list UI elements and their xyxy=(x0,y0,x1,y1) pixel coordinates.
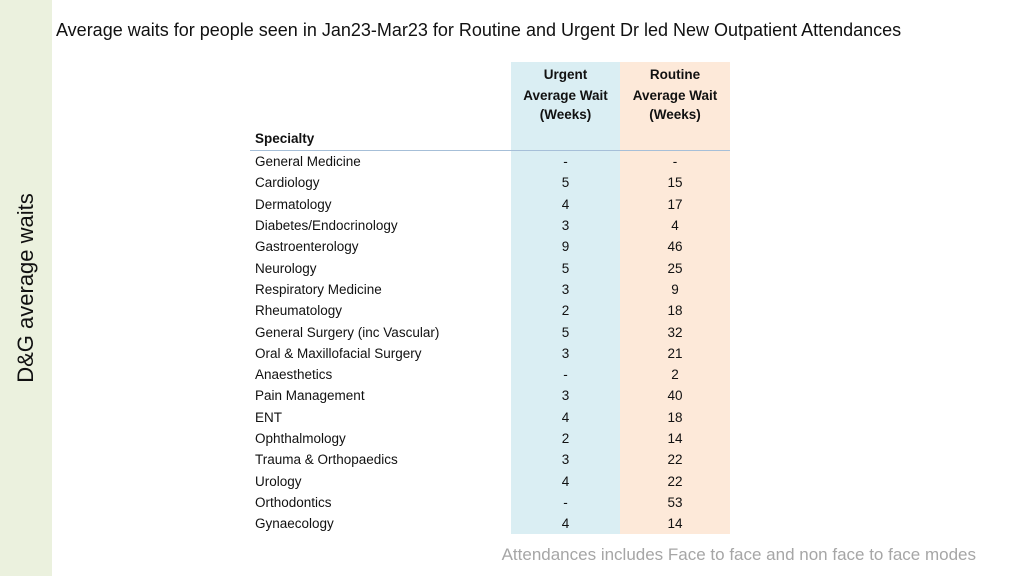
specialty-cell: ENT xyxy=(255,409,282,425)
table-row: Oral & Maxillofacial Surgery 3 21 xyxy=(250,342,730,364)
urgent-wait-cell: - xyxy=(511,150,620,173)
side-title: D&G average waits xyxy=(13,193,38,383)
specialty-cell: Cardiology xyxy=(255,175,320,191)
specialty-cell: Pain Management xyxy=(255,388,365,404)
urgent-wait-cell: 4 xyxy=(511,193,620,215)
specialty-cell: Anaesthetics xyxy=(255,367,333,383)
group-header-row: Urgent Routine xyxy=(250,62,730,86)
routine-wait-cell: 14 xyxy=(620,513,730,535)
urgent-wait-cell: - xyxy=(511,491,620,514)
specialty-cell: Gastroenterology xyxy=(255,239,359,255)
urgent-wait-cell: 4 xyxy=(511,406,620,428)
specialty-cell: General Surgery (inc Vascular) xyxy=(255,324,440,340)
routine-wait-cell: - xyxy=(620,150,730,173)
specialty-cell: Urology xyxy=(255,473,302,489)
urgent-wait-cell: 3 xyxy=(511,449,620,471)
routine-wait-cell: 4 xyxy=(620,214,730,237)
urgent-wait-cell: 3 xyxy=(511,278,620,301)
table-row: Ophthalmology 2 14 xyxy=(250,427,730,450)
specialty-cell: Dermatology xyxy=(255,196,332,212)
table-row: Respiratory Medicine 3 9 xyxy=(250,278,730,301)
table-row: Cardiology 5 15 xyxy=(250,172,730,194)
urgent-wait-cell: - xyxy=(511,363,620,386)
table-row: Diabetes/Endocrinology 3 4 xyxy=(250,214,730,237)
table-row: Gastroenterology 9 46 xyxy=(250,236,730,258)
routine-wait-cell: 25 xyxy=(620,257,730,279)
specialty-cell: Trauma & Orthopaedics xyxy=(255,452,398,468)
urgent-wait-cell: 3 xyxy=(511,385,620,407)
specialty-cell: General Medicine xyxy=(255,154,361,170)
urgent-group-header: Urgent xyxy=(511,62,620,86)
urgent-wait-cell: 3 xyxy=(511,342,620,364)
routine-wait-cell: 9 xyxy=(620,278,730,301)
waits-table: Urgent Routine Specialty Average Wait (W… xyxy=(250,62,730,535)
routine-wait-cell: 2 xyxy=(620,363,730,386)
urgent-wait-cell: 5 xyxy=(511,321,620,343)
routine-wait-cell: 17 xyxy=(620,193,730,215)
table-row: Pain Management 3 40 xyxy=(250,385,730,407)
specialty-cell: Neurology xyxy=(255,260,317,276)
routine-wait-cell: 22 xyxy=(620,449,730,471)
specialty-cell: Diabetes/Endocrinology xyxy=(255,218,398,234)
table-row: Orthodontics -53 xyxy=(250,491,730,514)
table-row: Trauma & Orthopaedics 3 22 xyxy=(250,449,730,471)
side-band xyxy=(0,0,52,576)
specialty-cell: Orthodontics xyxy=(255,494,332,510)
routine-wait-cell: 32 xyxy=(620,321,730,343)
routine-wait-cell: 53 xyxy=(620,491,730,514)
specialty-cell: Ophthalmology xyxy=(255,431,346,446)
routine-wait-cell: 21 xyxy=(620,342,730,364)
column-header-row: Specialty Average Wait (Weeks) Average W… xyxy=(250,86,730,151)
table-row: Urology 4 22 xyxy=(250,470,730,492)
specialty-cell: Oral & Maxillofacial Surgery xyxy=(255,345,422,361)
routine-wait-cell: 15 xyxy=(620,172,730,194)
urgent-wait-cell: 4 xyxy=(511,470,620,492)
urgent-wait-cell: 2 xyxy=(511,427,620,450)
table-row: General Surgery (inc Vascular) 5 32 xyxy=(250,321,730,343)
table-row: Neurology 5 25 xyxy=(250,257,730,279)
specialty-group-header-blank xyxy=(250,62,511,86)
routine-wait-cell: 40 xyxy=(620,385,730,407)
urgent-wait-cell: 2 xyxy=(511,300,620,322)
routine-wait-cell: 18 xyxy=(620,300,730,322)
table-row: ENT 4 18 xyxy=(250,406,730,428)
routine-group-header: Routine xyxy=(620,62,730,86)
urgent-wait-cell: 5 xyxy=(511,257,620,279)
urgent-wait-cell: 3 xyxy=(511,214,620,237)
urgent-wait-cell: 4 xyxy=(511,513,620,535)
table-row: Gynaecology 4 14 xyxy=(250,513,730,535)
routine-wait-column-header: Average Wait (Weeks) xyxy=(620,86,730,151)
urgent-wait-cell: 9 xyxy=(511,236,620,258)
specialty-column-header: Specialty xyxy=(255,131,315,146)
urgent-wait-cell: 5 xyxy=(511,172,620,194)
table-body: General Medicine - - Cardiology 5 15 Dermatolo… xyxy=(250,150,730,535)
specialty-cell: Respiratory Medicine xyxy=(255,281,382,297)
routine-wait-cell: 46 xyxy=(620,236,730,258)
specialty-cell: Gynaecology xyxy=(255,516,334,532)
routine-wait-cell: 22 xyxy=(620,470,730,492)
slide-title: Average waits for people seen in Jan23-M… xyxy=(56,20,902,40)
routine-wait-cell: 18 xyxy=(620,406,730,428)
waits-table-container: Urgent Routine Specialty Average Wait (W… xyxy=(250,62,730,535)
specialty-cell: Rheumatology xyxy=(255,303,343,319)
table-row: General Medicine - - xyxy=(250,150,730,173)
routine-wait-cell: 14 xyxy=(620,427,730,450)
table-row: Anaesthetics -2 xyxy=(250,363,730,386)
table-row: Dermatology 4 17 xyxy=(250,193,730,215)
urgent-wait-column-header: Average Wait (Weeks) xyxy=(511,86,620,151)
footnote: Attendances includes Face to face and no… xyxy=(501,545,976,564)
table-row: Rheumatology 2 18 xyxy=(250,300,730,322)
